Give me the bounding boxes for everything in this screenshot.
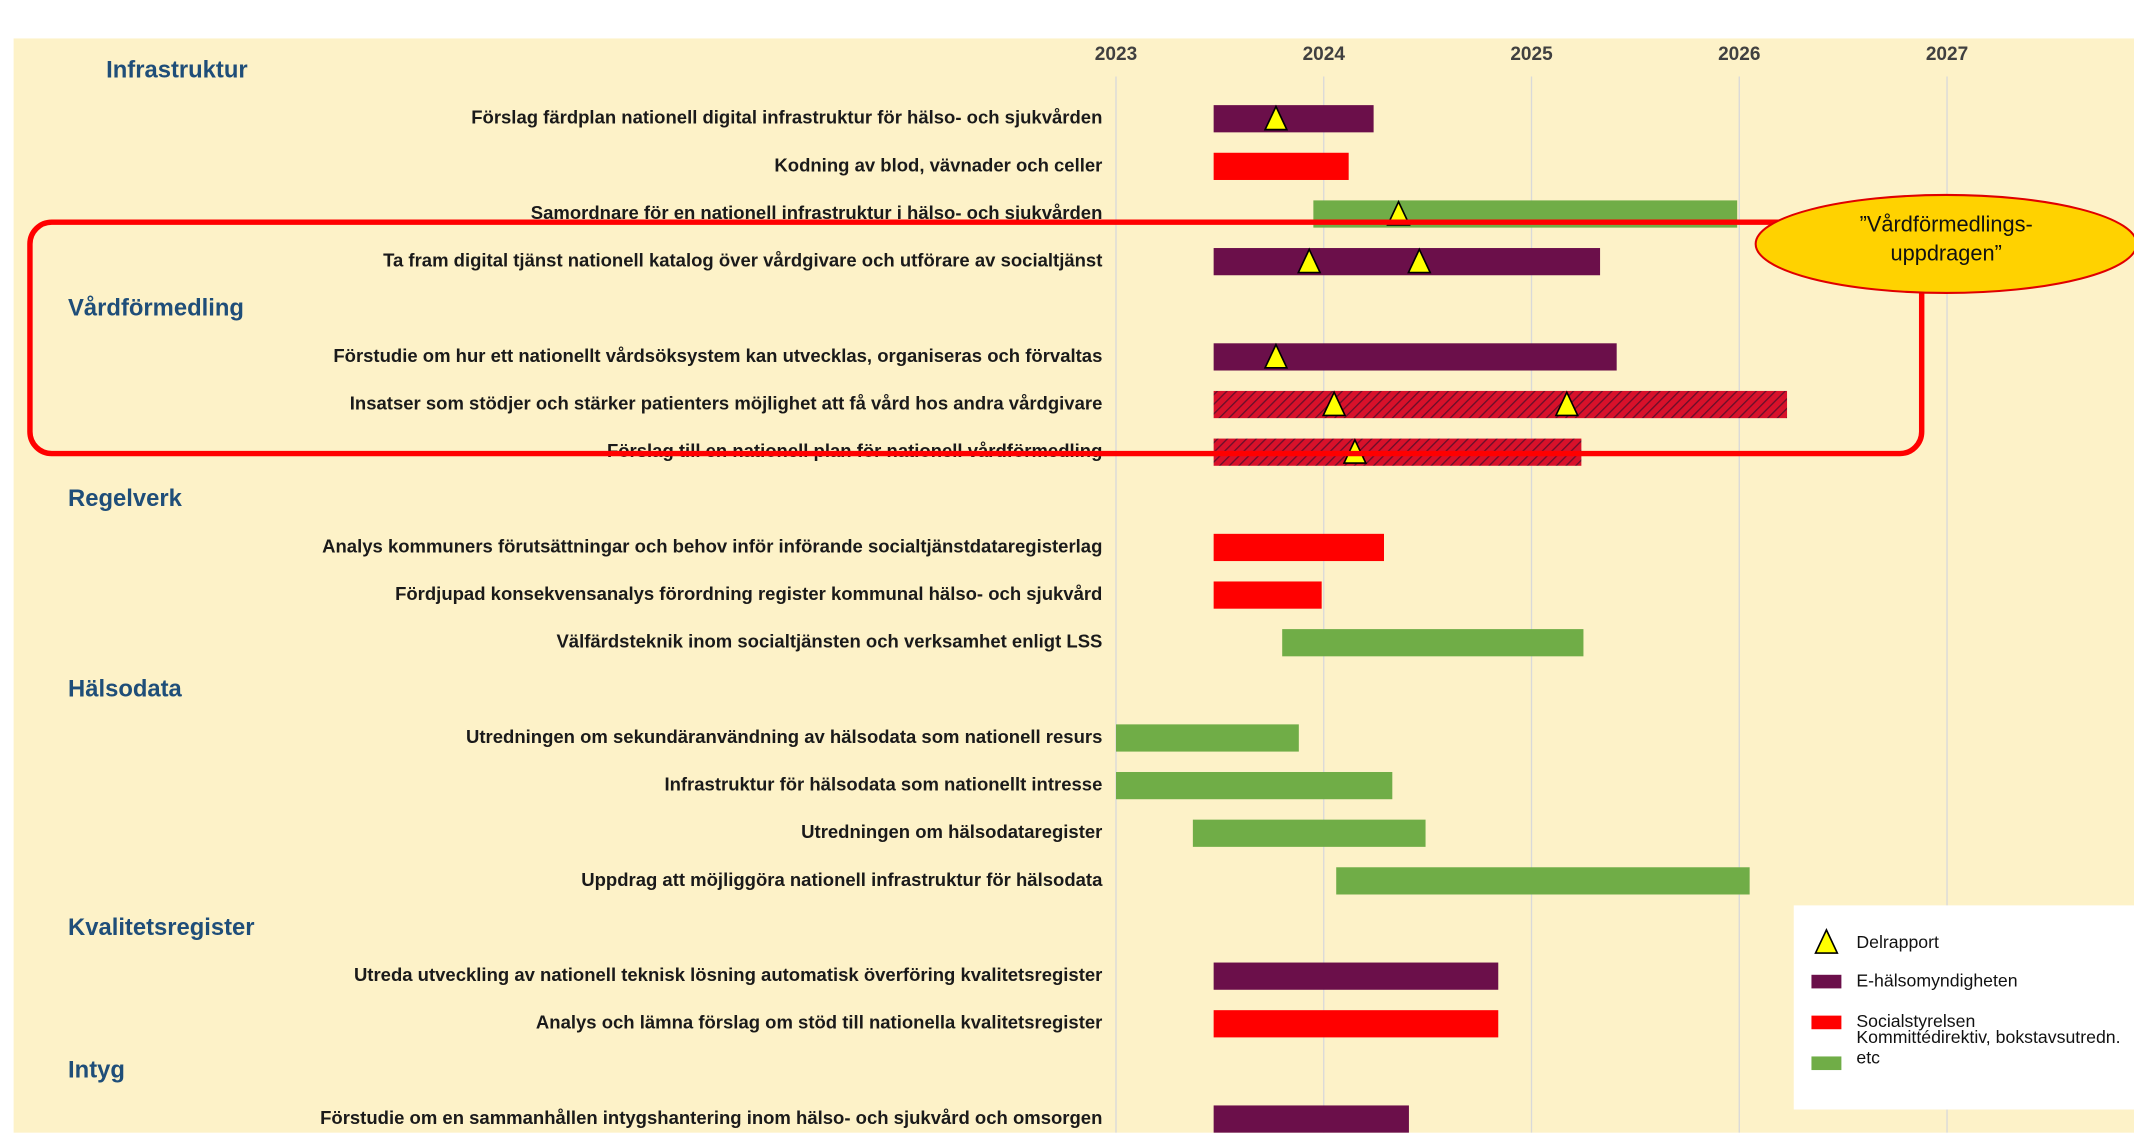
task-label: Utredningen om sekundäranvändning av häl… [466, 726, 1102, 747]
legend-label: Kommittédirektiv, bokstavsutredn. etc [1856, 1026, 2121, 1068]
x-tick-label: 2026 [1718, 44, 1760, 65]
task-label: Fördjupad konsekvensanalys förordning re… [395, 583, 1102, 604]
task-label: Utredningen om hälsodataregister [801, 821, 1102, 842]
task-label: Kodning av blod, vävnader och celler [774, 154, 1102, 175]
task-bar [1213, 1105, 1409, 1133]
legend-box [1793, 905, 2134, 1110]
task-bar [1115, 724, 1299, 752]
task-label: Insatser som stödjer och stärker patient… [350, 392, 1103, 413]
task-bar [1336, 867, 1750, 895]
x-tick-label: 2027 [1926, 44, 1968, 65]
annotation: ”Vårdförmedlings-uppdragen” [1859, 214, 2033, 266]
callout-box: ”Vårdförmedlings-uppdragen” [1859, 214, 2033, 266]
task-label: Förstudie om hur ett nationellt vårdsöks… [333, 345, 1102, 366]
legend-swatch [1811, 1056, 1842, 1071]
task-label: Analys och lämna förslag om stöd till na… [536, 1012, 1102, 1033]
task-bar [1213, 1010, 1499, 1038]
section-header: Infrastruktur [106, 56, 247, 83]
milestone [1554, 390, 1580, 417]
section-header: Intyg [68, 1057, 125, 1084]
task-bar [1282, 629, 1584, 657]
task-bar [1213, 962, 1499, 990]
milestone [1263, 104, 1289, 131]
section-header: Regelverk [68, 485, 183, 512]
x-tick-label: 2025 [1510, 44, 1553, 65]
task-bar [1213, 533, 1385, 562]
task-label: Ta fram digital tjänst nationell katalog… [383, 250, 1102, 271]
task-bar [1115, 772, 1393, 800]
highlight-frame [27, 219, 1925, 457]
milestone [1321, 390, 1347, 417]
x-tick-label: 2024 [1303, 44, 1346, 65]
x-tick-label: 2023 [1095, 44, 1137, 65]
task-bar [1213, 152, 1349, 180]
section-header: Vårdförmedling [68, 295, 244, 322]
legend-symbol [1814, 927, 1839, 954]
section-header: Kvalitetsregister [68, 914, 255, 941]
task-bar [1213, 248, 1601, 276]
milestone [1297, 247, 1322, 274]
task-label: Utreda utveckling av nationell teknisk l… [354, 964, 1102, 985]
task-bar [1213, 581, 1322, 609]
legend-text-box: Kommittédirektiv, bokstavsutredn. etc [1856, 1026, 2121, 1068]
legend-label: Delrapport [1856, 932, 1939, 952]
task-label: Analys kommuners förutsättningar och beh… [322, 535, 1102, 556]
task-label: Samordnare för en nationell infrastruktu… [531, 202, 1103, 223]
task-label: Välfärdsteknik inom socialtjänsten och v… [556, 631, 1102, 652]
legend-swatch [1811, 974, 1842, 989]
task-label: Förstudie om en sammanhållen intygshante… [320, 1107, 1102, 1128]
task-label: Uppdrag att möjliggöra nationell infrast… [581, 869, 1103, 890]
milestone [1263, 342, 1289, 369]
task-bar [1213, 390, 1788, 419]
legend-swatch [1811, 1015, 1842, 1030]
task-label: Förslag till en nationell plan för natio… [607, 440, 1102, 461]
legend-label: E-hälsomyndigheten [1856, 970, 2017, 990]
callout [1754, 193, 2134, 294]
task-bar [1213, 105, 1374, 133]
task-bar [1192, 819, 1426, 847]
milestone [1407, 247, 1432, 274]
task-label: Infrastruktur för hälsodata som nationel… [664, 774, 1102, 795]
task-label: Förslag färdplan nationell digital infra… [471, 107, 1102, 128]
legend-label: Socialstyrelsen [1856, 1011, 1975, 1031]
section-header: Hälsodata [68, 676, 182, 703]
